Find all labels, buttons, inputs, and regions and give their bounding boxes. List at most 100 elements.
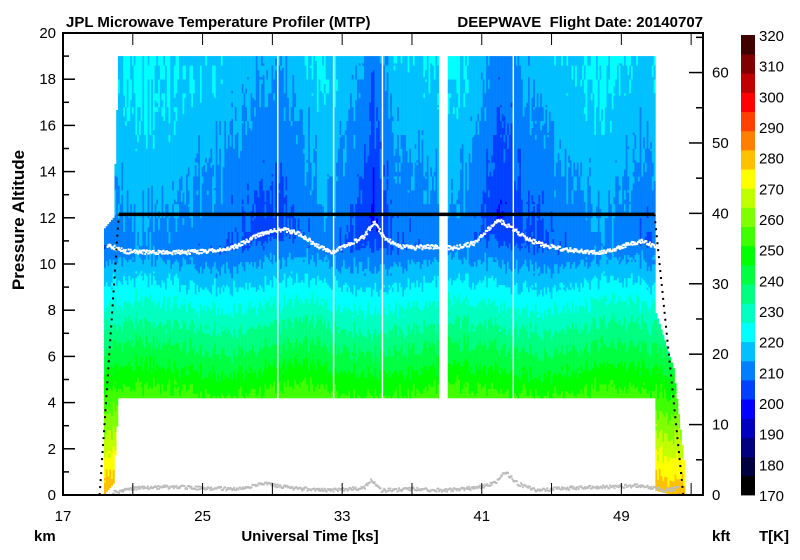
curtain-cell xyxy=(573,289,576,313)
tropopause-point xyxy=(179,252,182,255)
curtain-cell xyxy=(583,201,586,267)
curtain-cell xyxy=(323,93,326,105)
curtain-cell xyxy=(363,335,367,357)
curtain-cell xyxy=(447,79,450,94)
ground-point xyxy=(623,486,626,489)
curtain-cell xyxy=(166,298,169,320)
curtain-cell xyxy=(655,430,658,450)
curtain-cell xyxy=(601,298,604,320)
tropopause-point xyxy=(315,243,318,245)
ground-point xyxy=(142,487,145,490)
curtain-cell xyxy=(397,120,400,135)
curtain-cell xyxy=(473,134,476,216)
curtain-cell xyxy=(295,356,298,360)
curtain-cell xyxy=(339,370,342,396)
curtain-cell xyxy=(199,344,203,364)
curtain-cell xyxy=(533,333,536,357)
curtain-cell xyxy=(391,132,394,214)
curtain-cell xyxy=(302,257,305,260)
curtain-cell xyxy=(316,111,319,205)
curtain-cell xyxy=(657,461,660,480)
curtain-cell xyxy=(306,314,309,339)
curtain-cell xyxy=(346,335,349,348)
curtain-cell xyxy=(604,326,607,346)
curtain-cell xyxy=(288,238,291,253)
curtain-cell xyxy=(168,358,171,380)
tropopause-point xyxy=(212,250,214,253)
curtain-cell xyxy=(138,335,141,366)
curtain-cell xyxy=(241,314,244,334)
curtain-cell xyxy=(610,203,613,260)
curtain-cell xyxy=(384,90,387,191)
curtain-cell xyxy=(292,203,295,244)
curtain-cell xyxy=(247,328,250,355)
tropopause-point xyxy=(244,241,247,243)
curtain-cell xyxy=(421,291,424,311)
curtain-cell xyxy=(165,370,168,392)
curtain-cell xyxy=(540,220,543,246)
curtain-cell xyxy=(198,317,201,332)
curtain-cell xyxy=(557,395,560,399)
curtain-cell xyxy=(213,97,216,189)
curtain-cell xyxy=(374,328,377,346)
curtain-cell xyxy=(220,393,223,399)
curtain-cell xyxy=(301,280,304,302)
curtain-cell xyxy=(569,393,572,399)
curtain-cell xyxy=(418,354,421,376)
curtain-cell xyxy=(597,289,600,302)
curtain-cell xyxy=(615,303,618,323)
curtain-cell xyxy=(306,79,309,161)
curtain-cell xyxy=(189,264,192,281)
curtain-cell xyxy=(304,377,307,399)
curtain-cell xyxy=(559,266,562,283)
curtain-cell xyxy=(175,342,178,369)
curtain-cell xyxy=(639,284,642,313)
curtain-cell xyxy=(109,328,112,331)
curtain-cell xyxy=(147,217,150,228)
curtain-cell xyxy=(503,326,506,343)
curtain-cell xyxy=(390,377,393,399)
curtain-cell xyxy=(486,395,489,399)
curtain-cell xyxy=(377,120,380,251)
curtain-cell xyxy=(302,379,305,399)
curtain-cell xyxy=(222,314,225,332)
curtain-cell xyxy=(610,93,613,122)
ground-point xyxy=(511,478,514,481)
curtain-cell xyxy=(238,303,241,329)
curtain-cell xyxy=(449,321,452,339)
ground-point xyxy=(387,487,390,490)
curtain-cell xyxy=(519,56,522,66)
curtain-cell xyxy=(137,275,140,302)
ground-point xyxy=(363,485,366,488)
curtain-cell xyxy=(334,106,337,219)
curtain-cell xyxy=(140,356,143,383)
curtain-cell xyxy=(452,358,456,385)
tropopause-point xyxy=(336,249,339,252)
curtain-cell xyxy=(346,310,349,336)
tropopause-point xyxy=(137,252,140,255)
curtain-cell xyxy=(238,157,241,265)
curtain-cell xyxy=(426,326,429,348)
curtain-cell xyxy=(318,203,321,260)
curtain-cell xyxy=(500,367,503,371)
curtain-cell xyxy=(329,370,332,394)
curtain-cell xyxy=(168,273,171,297)
curtain-cell xyxy=(173,379,176,385)
curtain-cell xyxy=(280,354,283,369)
curtain-cell xyxy=(639,245,642,269)
curtain-cell xyxy=(320,90,323,205)
curtain-cell xyxy=(487,190,490,198)
curtain-cell xyxy=(201,56,204,168)
curtain-cell xyxy=(170,328,173,332)
curtain-cell xyxy=(179,328,182,350)
curtain-cell xyxy=(121,190,124,195)
ground-point xyxy=(121,488,124,491)
curtain-cell xyxy=(573,190,576,262)
tropopause-point xyxy=(265,232,268,235)
tropopause-point xyxy=(269,229,272,232)
tropopause-point xyxy=(147,252,150,255)
curtain-cell xyxy=(116,285,119,309)
curtain-cell xyxy=(397,351,400,357)
curtain-cell xyxy=(583,300,586,309)
curtain-cell xyxy=(168,259,171,274)
